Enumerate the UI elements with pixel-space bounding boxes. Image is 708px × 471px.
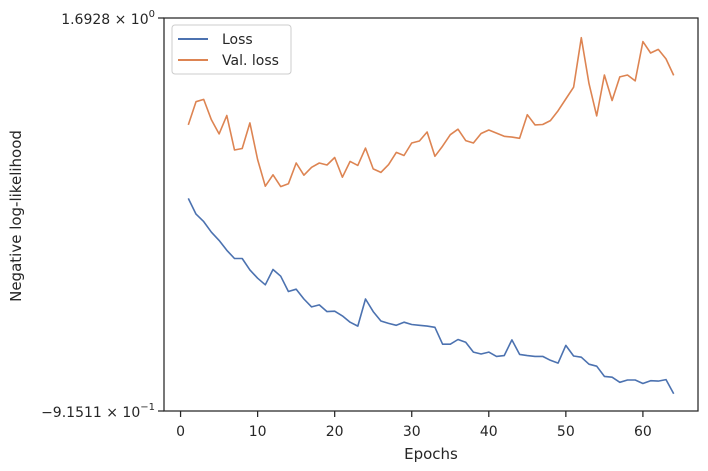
x-tick-label: 20 xyxy=(326,424,344,440)
x-tick-label: 0 xyxy=(176,424,185,440)
legend: Loss Val. loss xyxy=(171,24,292,75)
x-tick-label: 10 xyxy=(249,424,267,440)
legend-label-val-loss: Val. loss xyxy=(222,53,279,69)
x-tick-label: 30 xyxy=(403,424,421,440)
y-axis-label: Negative log-likelihood xyxy=(7,130,25,302)
plot-frame xyxy=(163,17,699,412)
x-tick-label: 60 xyxy=(634,424,652,440)
y-tick-label-top: 1.6928 × 100 xyxy=(61,9,155,28)
y-tick-label-bottom: −9.1511 × 10−1 xyxy=(41,402,155,421)
legend-box xyxy=(171,24,292,75)
x-axis-ticks: 0 10 20 30 40 50 60 xyxy=(176,411,652,440)
plot-area xyxy=(164,18,698,411)
legend-label-loss: Loss xyxy=(222,32,253,48)
series-line-val-loss xyxy=(187,36,675,188)
x-tick-label: 40 xyxy=(480,424,498,440)
x-tick-label: 50 xyxy=(557,424,575,440)
series-line-loss xyxy=(187,198,675,395)
x-axis-label: Epochs xyxy=(404,445,458,463)
series-layer xyxy=(187,36,675,395)
